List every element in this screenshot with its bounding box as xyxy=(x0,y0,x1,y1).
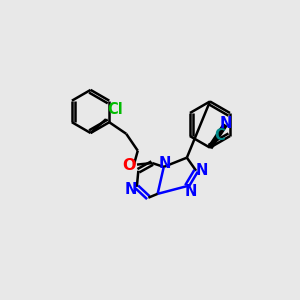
Text: N: N xyxy=(159,155,172,170)
Text: N: N xyxy=(124,182,137,197)
Text: N: N xyxy=(220,116,232,131)
Text: N: N xyxy=(184,184,197,199)
Text: O: O xyxy=(123,158,136,173)
Text: N: N xyxy=(196,163,208,178)
Text: C: C xyxy=(214,128,225,143)
Text: Cl: Cl xyxy=(108,102,123,117)
